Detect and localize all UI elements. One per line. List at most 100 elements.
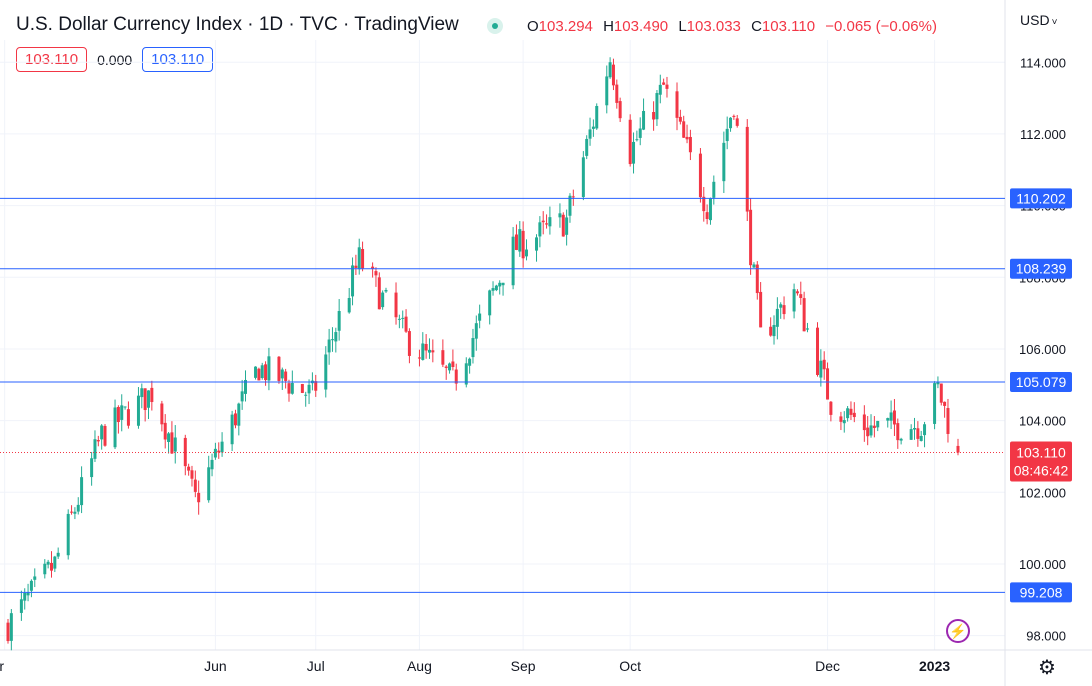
y-tick-label: 112.000 [1020,127,1066,142]
candle-up [655,93,659,120]
candle-down [314,381,318,391]
currency-selector[interactable]: USD ˅ [1020,12,1057,28]
candle-up [899,438,903,441]
candle-up [384,289,388,292]
candle-down [628,119,632,165]
candle-up [237,403,241,426]
candle-up [397,318,401,320]
candle-up [494,285,498,291]
candle-up [327,339,331,353]
candle-down [6,622,10,642]
candle-up [775,308,779,327]
candle-up [846,408,850,419]
candle-down [896,423,900,441]
candle-up [304,394,308,396]
candle-down [444,366,448,368]
low-label: L [678,18,687,35]
candle-down [769,326,773,336]
candle-up [474,323,478,339]
candle-down [939,383,943,403]
candle-down [662,82,666,85]
candle-up [498,282,502,287]
candle-down [116,406,120,423]
candle-up [56,552,60,557]
candle-up [9,613,13,641]
y-tick-label: 114.000 [1020,55,1066,70]
candle-down [96,440,100,442]
candle-down [284,371,288,381]
candle-up [876,420,880,428]
candle-up [819,360,823,378]
candle-down [705,212,709,219]
candle-up [230,414,234,445]
sell-button[interactable]: 103.110 [16,47,88,72]
candle-down [682,121,686,138]
candle-up [725,128,729,142]
candle-down [514,234,518,250]
candle-down [545,223,549,225]
candle-down [866,427,870,437]
candle-up [729,117,733,129]
candle-down [451,361,455,367]
candle-up [632,141,636,164]
candle-up [33,576,37,580]
candle-down [49,562,53,571]
candle-up [468,358,472,366]
candle-up [722,142,726,182]
candle-down [354,265,358,268]
high-value: 103.490 [613,18,669,35]
market-status-icon[interactable] [487,18,503,34]
candle-down [688,136,692,153]
candle-down [946,408,950,434]
candle-down [424,343,428,351]
close-value: 103.110 [761,18,816,35]
chart-title[interactable]: U.S. Dollar Currency Index · 1D · TVC · … [16,14,459,35]
candle-down [702,196,706,212]
candle-up [337,311,341,331]
candle-up [53,556,57,569]
candle-down [665,84,669,89]
candle-down [561,214,565,237]
last-price-label: 103.110 [1016,445,1066,461]
candle-down [816,327,820,375]
candle-down [916,428,920,439]
candle-down [394,292,398,318]
candle-down [163,422,167,440]
candle-up [585,138,589,156]
candle-down [698,153,702,198]
spread-value: 0.000 [97,51,133,68]
candle-up [913,427,917,430]
candle-down [892,410,896,425]
countdown-label: 08:46:42 [1014,463,1069,479]
candle-up [93,439,97,459]
candle-up [565,217,569,235]
candle-down [759,291,763,328]
candle-up [240,391,244,402]
candle-up [511,236,515,286]
candle-up [113,407,117,448]
candle-down [217,450,221,453]
open-value: 103.294 [538,18,593,35]
candle-down [826,368,830,400]
candle-up [635,139,639,141]
candle-down [143,388,147,411]
gear-icon[interactable]: ⚙ [1038,657,1056,679]
level-label-bg [1010,371,1072,392]
y-tick-label: 104.000 [1019,414,1066,429]
high-label: H [603,18,614,35]
candle-up [334,332,338,342]
candle-up [752,264,756,268]
candle-up [568,195,572,216]
candle-down [615,84,619,103]
candle-up [886,418,890,421]
y-tick-label: 106.000 [1019,342,1066,357]
x-tick-label: Sep [511,658,536,674]
candle-down [685,136,689,140]
candle-up [909,429,913,440]
buy-button[interactable]: 103.110 [142,47,214,72]
candle-up [136,395,140,426]
bolt-icon[interactable]: ⚡ [946,619,970,643]
candle-down [417,357,421,359]
candle-down [150,387,154,403]
